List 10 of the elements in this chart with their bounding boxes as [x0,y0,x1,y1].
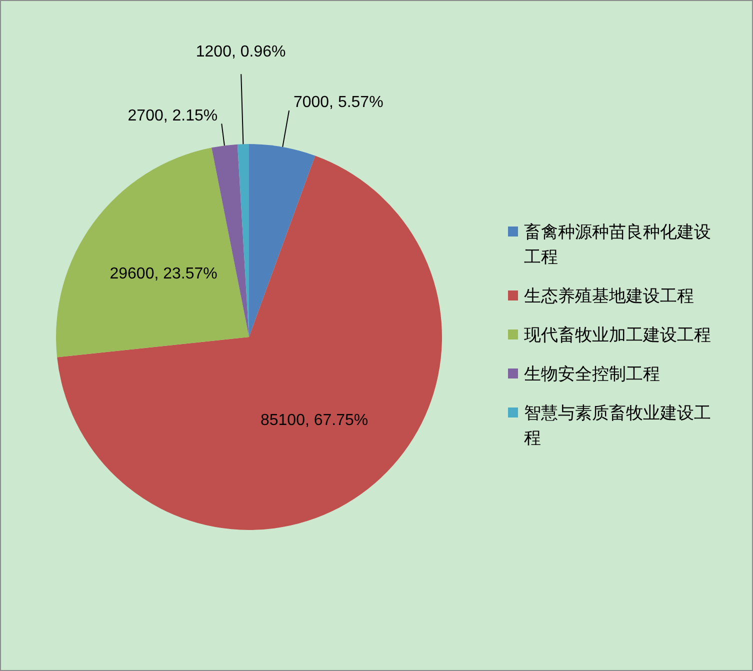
legend-label: 现代畜牧业加工建设工程 [524,325,711,344]
data-label: 1200, 0.96% [196,44,286,61]
legend-label: 生态养殖基地建设工程 [524,286,694,305]
legend-label: 畜禽种源种苗良种化建设工程 [524,222,711,266]
data-label: 2700, 2.15% [128,107,218,124]
legend-label: 生物安全控制工程 [524,364,660,383]
legend-label: 智慧与素质畜牧业建设工程 [524,403,711,447]
data-label: 29600, 23.57% [110,266,218,283]
data-label: 85100, 67.75% [260,412,368,430]
data-label: 7000, 5.57% [293,94,384,112]
